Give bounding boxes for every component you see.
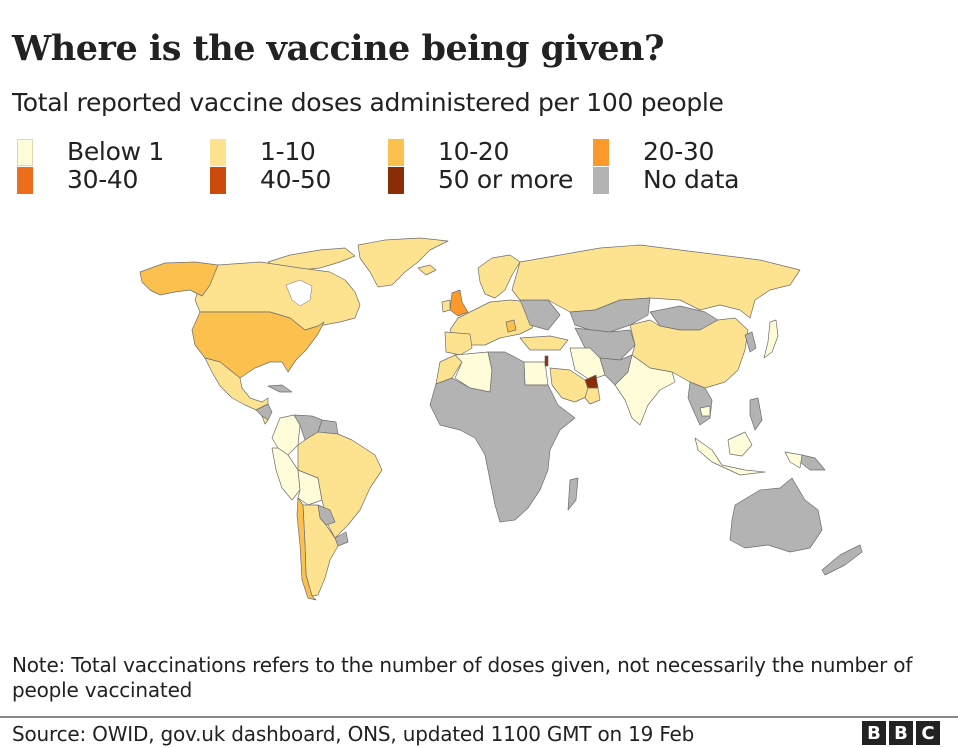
- legend-swatch: [210, 138, 226, 166]
- legend-swatch: [210, 166, 226, 194]
- region-west-papua: [784, 451, 803, 469]
- legend-label: 20-30: [643, 137, 715, 166]
- legend-swatch: [17, 138, 33, 166]
- region-greenland: [357, 237, 449, 288]
- world-map: [139, 237, 863, 601]
- footer-divider: [0, 716, 958, 718]
- region-egypt: [523, 361, 549, 386]
- region-chile: [296, 497, 317, 601]
- legend-item-1-10: 1-10: [210, 138, 316, 166]
- legend-item-no-data: No data: [593, 166, 739, 194]
- region-hudson-bay: [285, 279, 313, 307]
- region-cuba: [267, 384, 293, 393]
- legend-label: 30-40: [67, 165, 139, 194]
- region-uk: [449, 289, 469, 317]
- legend: Below 1 1-10 10-20 20-30 30-40 40-50 50 …: [17, 138, 817, 198]
- region-ireland: [441, 299, 451, 313]
- chart-title: Where is the vaccine being given?: [12, 28, 664, 69]
- legend-item-20-30: 20-30: [593, 138, 714, 166]
- region-korea: [744, 331, 757, 353]
- region-cambodia: [699, 405, 711, 417]
- legend-swatch: [593, 166, 609, 194]
- footnote: Note: Total vaccinations refers to the n…: [12, 653, 913, 702]
- region-southeast-asia: [687, 381, 713, 426]
- region-new-zealand: [821, 544, 863, 576]
- region-iberia: [444, 331, 473, 356]
- legend-label: Below 1: [67, 137, 164, 166]
- legend-swatch: [17, 166, 33, 194]
- bbc-logo-letter: C: [916, 721, 940, 745]
- legend-label: No data: [643, 165, 740, 194]
- region-brazil: [297, 431, 383, 539]
- region-scandinavia: [477, 254, 521, 299]
- legend-label: 50 or more: [438, 165, 574, 194]
- legend-swatch: [388, 166, 404, 194]
- region-kazakhstan: [569, 297, 651, 333]
- legend-swatch: [593, 138, 609, 166]
- legend-item-below-1: Below 1: [17, 138, 164, 166]
- region-indonesia: [694, 437, 766, 476]
- bbc-logo: B B C: [862, 721, 940, 745]
- region-central-america: [255, 403, 273, 421]
- legend-label: 40-50: [260, 165, 332, 194]
- region-mexico: [204, 357, 269, 411]
- region-borneo: [727, 431, 753, 457]
- legend-label: 1-10: [260, 137, 316, 166]
- region-oman: [584, 387, 601, 405]
- region-canada: [194, 261, 361, 331]
- legend-item-30-40: 30-40: [17, 166, 138, 194]
- region-alaska: [139, 261, 219, 297]
- region-israel: [544, 355, 549, 367]
- region-india: [614, 354, 676, 426]
- legend-item-50-or-more: 50 or more: [388, 166, 573, 194]
- region-costa-rica: [261, 415, 269, 425]
- region-sub-saharan-africa: [429, 351, 576, 523]
- region-australia: [729, 477, 823, 553]
- region-saudi-arabia: [549, 367, 591, 403]
- legend-label: 10-20: [438, 137, 510, 166]
- bbc-logo-letter: B: [889, 721, 913, 745]
- region-iceland: [417, 264, 437, 276]
- region-papua-new-guinea: [799, 454, 826, 471]
- legend-item-10-20: 10-20: [388, 138, 509, 166]
- bbc-logo-letter: B: [862, 721, 886, 745]
- region-morocco: [435, 354, 463, 385]
- region-turkey: [519, 335, 569, 351]
- legend-swatch: [388, 138, 404, 166]
- source-text: Source: OWID, gov.uk dashboard, ONS, upd…: [12, 722, 695, 746]
- region-japan: [763, 319, 779, 359]
- region-philippines: [749, 397, 763, 431]
- region-madagascar: [567, 477, 579, 511]
- legend-item-40-50: 40-50: [210, 166, 331, 194]
- region-serbia: [505, 319, 517, 333]
- region-russia: [511, 244, 801, 319]
- region-peru: [271, 447, 301, 501]
- chart-subtitle: Total reported vaccine doses administere…: [12, 88, 724, 117]
